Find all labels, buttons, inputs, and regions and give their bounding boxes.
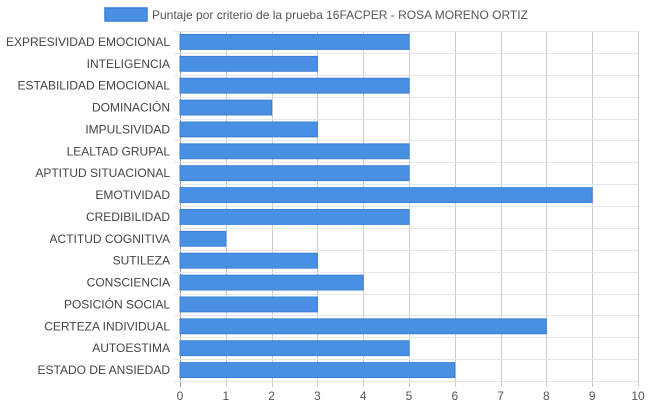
bars: [179, 34, 593, 378]
bar-sutileza[interactable]: [179, 252, 318, 269]
bar-impulsividad[interactable]: [179, 121, 318, 138]
category-label-expresividad-emocional: EXPRESIVIDAD EMOCIONAL: [6, 35, 170, 49]
category-label-credibilidad: CREDIBILIDAD: [86, 210, 170, 224]
x-tick-label-2: 2: [268, 389, 275, 403]
bar-actitud-cognitiva[interactable]: [179, 230, 227, 247]
x-tick-label-7: 7: [497, 389, 504, 403]
category-label-estado-de-ansiedad: ESTADO DE ANSIEDAD: [38, 363, 171, 377]
x-tick-label-10: 10: [631, 389, 645, 403]
category-label-posicion-social: POSICIÓN SOCIAL: [64, 296, 170, 311]
x-tick-label-9: 9: [589, 389, 596, 403]
category-label-aptitud-situacional: APTITUD SITUACIONAL: [35, 166, 170, 180]
bar-estado-de-ansiedad[interactable]: [179, 362, 456, 378]
bar-dominacion[interactable]: [179, 99, 273, 116]
bar-credibilidad[interactable]: [179, 209, 410, 225]
category-label-actitud-cognitiva: ACTITUD COGNITIVA: [50, 232, 170, 246]
category-label-consciencia: CONSCIENCIA: [87, 276, 170, 290]
category-label-emotividad: EMOTIVIDAD: [95, 188, 170, 202]
bar-estabilidad-emocional[interactable]: [179, 77, 410, 94]
bar-lealtad-grupal[interactable]: [179, 143, 410, 160]
legend[interactable]: Puntaje por criterio de la prueba 16FACP…: [104, 7, 528, 22]
x-tick-label-5: 5: [406, 389, 413, 403]
bar-autoestima[interactable]: [179, 340, 410, 357]
x-tick-label-8: 8: [543, 389, 550, 403]
x-tick-label-6: 6: [451, 389, 458, 403]
category-label-dominacion: DOMINACIÓN: [92, 100, 170, 115]
category-label-lealtad-grupal: LEALTAD GRUPAL: [67, 144, 171, 158]
x-tick-labels: 0 1 2 3 4 5 6 7 8 9 10: [177, 389, 645, 403]
category-label-autoestima: AUTOESTIMA: [92, 341, 170, 355]
category-label-inteligencia: INTELIGENCIA: [87, 57, 170, 71]
category-label-sutileza: SUTILEZA: [113, 254, 170, 268]
bar-certeza-individual[interactable]: [179, 318, 547, 335]
category-label-certeza-individual: CERTEZA INDIVIDUAL: [44, 319, 170, 333]
x-tick-label-1: 1: [222, 389, 229, 403]
category-label-estabilidad-emocional: ESTABILIDAD EMOCIONAL: [18, 79, 171, 93]
bar-posicion-social[interactable]: [179, 296, 318, 313]
bar-emotividad[interactable]: [179, 187, 593, 203]
legend-label: Puntaje por criterio de la prueba 16FACP…: [152, 8, 528, 22]
category-label-impulsividad: IMPULSIVIDAD: [85, 122, 170, 136]
x-tick-label-4: 4: [360, 389, 367, 403]
bar-inteligencia[interactable]: [179, 55, 318, 72]
bar-expresividad-emocional[interactable]: [179, 34, 410, 50]
bar-aptitud-situacional[interactable]: [179, 165, 410, 182]
category-labels: EXPRESIVIDAD EMOCIONAL INTELIGENCIA ESTABI…: [6, 35, 170, 377]
x-tick-label-3: 3: [314, 389, 321, 403]
legend-swatch: [104, 7, 148, 22]
x-tick-label-0: 0: [177, 389, 184, 403]
bar-consciencia[interactable]: [179, 274, 364, 291]
